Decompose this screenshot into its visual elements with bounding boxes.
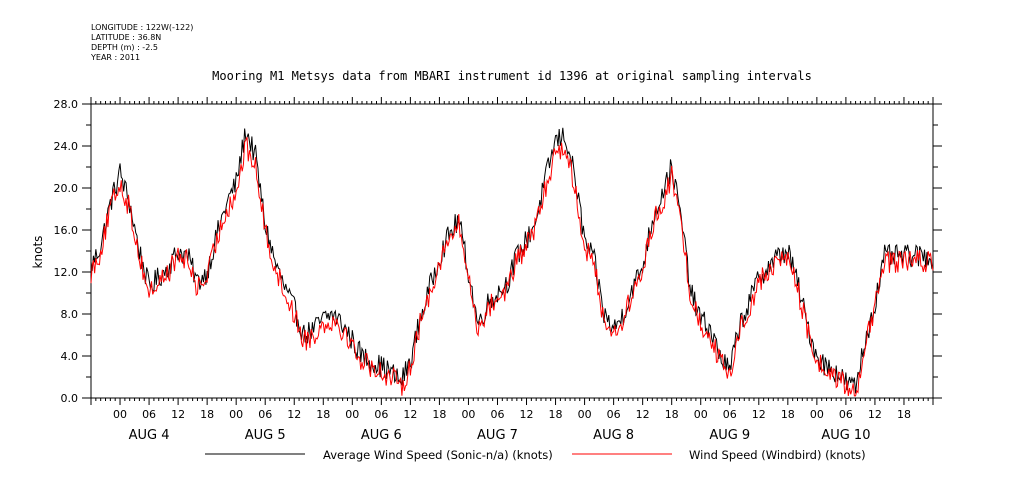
plot-frame (90, 103, 934, 399)
chart-title: Mooring M1 Metsys data from MBARI instru… (212, 69, 812, 83)
legend-label-sonic: Average Wind Speed (Sonic-n/a) (knots) (323, 448, 553, 462)
x-tick-label: 18 (200, 408, 214, 421)
x-tick-label: 06 (142, 408, 156, 421)
y-tick-label: 0.0 (61, 392, 79, 405)
y-tick-label: 24.0 (54, 140, 79, 153)
x-tick-label: 00 (229, 408, 243, 421)
x-tick-label: 12 (403, 408, 417, 421)
x-tick-label: 18 (897, 408, 911, 421)
day-label: AUG 10 (821, 428, 870, 443)
x-tick-label: 12 (868, 408, 882, 421)
x-tick-label: 12 (636, 408, 650, 421)
ticks-layer (82, 97, 942, 405)
day-label: AUG 5 (245, 428, 286, 443)
depth-text: DEPTH (m) : -2.5 (91, 43, 158, 52)
x-tick-label: 06 (607, 408, 621, 421)
y-tick-label: 20.0 (54, 182, 79, 195)
x-tick-label: 18 (316, 408, 330, 421)
day-label: AUG 7 (477, 428, 518, 443)
legend-label-windbird: Wind Speed (Windbird) (knots) (689, 448, 866, 462)
x-tick-label: 06 (258, 408, 272, 421)
x-tick-label: 06 (374, 408, 388, 421)
x-tick-label: 18 (432, 408, 446, 421)
x-tick-label: 12 (287, 408, 301, 421)
y-tick-label: 8.0 (61, 308, 79, 321)
y-tick-label: 28.0 (54, 98, 79, 111)
x-tick-label: 18 (549, 408, 563, 421)
series-line-sonic (90, 127, 934, 394)
series-line-windbird (90, 136, 934, 397)
x-tick-label: 12 (752, 408, 766, 421)
x-tick-label: 00 (461, 408, 475, 421)
series-layer (90, 127, 934, 397)
day-label: AUG 8 (593, 428, 634, 443)
x-tick-label: 18 (781, 408, 795, 421)
latitude-text: LATITUDE : 36.8N (91, 33, 161, 42)
x-tick-label: 00 (113, 408, 127, 421)
y-tick-label: 4.0 (61, 350, 79, 363)
longitude-text: LONGITUDE : 122W(-122) (91, 23, 193, 32)
x-tick-label: 00 (578, 408, 592, 421)
y-tick-label: 12.0 (54, 266, 79, 279)
day-label: AUG 6 (361, 428, 402, 443)
labels-layer: 0.0 4.0 8.0 12.0 16.0 20.0 24.0 28.0 00 06 12 18 00 0… (54, 98, 911, 443)
day-label: AUG 4 (129, 428, 170, 443)
day-label: AUG 9 (709, 428, 750, 443)
y-tick-label: 16.0 (54, 224, 79, 237)
x-tick-label: 00 (694, 408, 708, 421)
x-tick-label: 06 (723, 408, 737, 421)
x-tick-label: 00 (810, 408, 824, 421)
x-tick-label: 18 (665, 408, 679, 421)
x-tick-label: 06 (839, 408, 853, 421)
x-tick-label: 12 (171, 408, 185, 421)
y-axis-label: knots (31, 236, 45, 269)
x-tick-label: 12 (520, 408, 534, 421)
x-tick-label: 06 (490, 408, 504, 421)
x-tick-label: 00 (345, 408, 359, 421)
year-text: YEAR : 2011 (90, 53, 140, 62)
